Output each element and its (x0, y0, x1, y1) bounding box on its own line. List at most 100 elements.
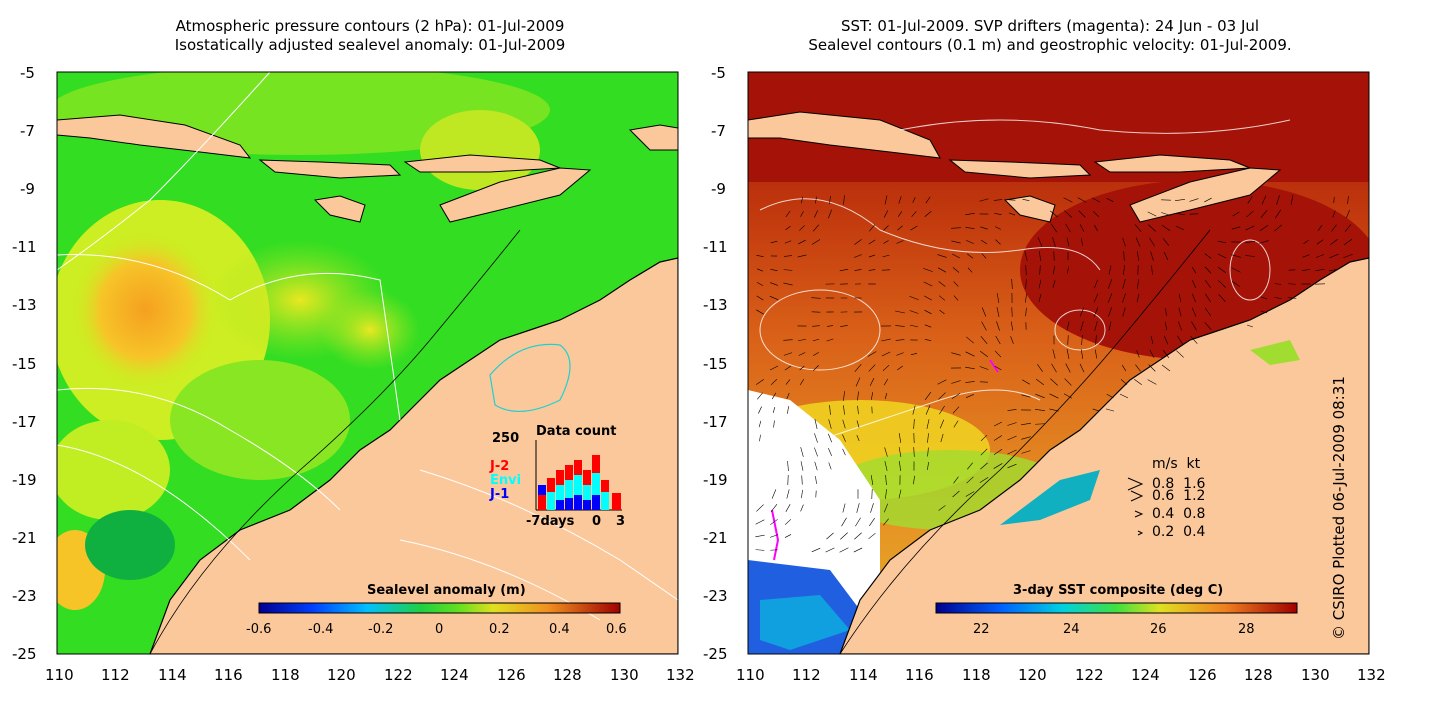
velocity-arrow (800, 196, 804, 204)
y-tick-label: -19 (703, 471, 728, 489)
x-tick-label: 110 (736, 666, 765, 684)
velocity-arrow (1079, 363, 1085, 373)
velocity-arrow (1290, 195, 1294, 205)
velocity-arrow (1148, 364, 1156, 372)
velocity-arrow (870, 503, 874, 513)
velocity-arrow (1120, 379, 1128, 385)
y-tick-label: -11 (703, 238, 728, 256)
velocity-arrow (1080, 321, 1084, 331)
velocity-arrow (787, 406, 789, 414)
y-tick-label: -21 (12, 529, 37, 547)
velocity-arrow (773, 420, 775, 428)
velocity-arrow (909, 295, 919, 301)
velocity-arrow (996, 293, 1000, 303)
sumba-island (313, 195, 366, 223)
velocity-arrow (881, 351, 891, 357)
inset-bar (601, 492, 609, 510)
velocity-arrow (938, 295, 946, 301)
velocity-arrow (1066, 349, 1070, 359)
velocity-arrow (868, 254, 876, 258)
velocity-arrow (1035, 423, 1045, 425)
sla-sw-yellow (57, 420, 170, 520)
velocity-arrow (1007, 435, 1017, 441)
velocity-arrow (1175, 213, 1185, 215)
velocity-arrow (1204, 307, 1212, 317)
velocity-arrow (815, 476, 817, 484)
velocity-arrow (769, 282, 779, 286)
sst-coastal-green (1250, 340, 1300, 365)
sla-yellow-blob-2 (320, 290, 420, 370)
velocity-arrow (1021, 436, 1031, 440)
velocity-arrow (1246, 210, 1254, 218)
velocity-arrow (1218, 280, 1226, 288)
velocity-arrow (868, 239, 876, 245)
x-tick-label: 118 (962, 666, 991, 684)
y-tick-label: -21 (703, 529, 728, 547)
sst-colorbar-label: 3-day SST composite (deg C) (1013, 583, 1223, 598)
velocity-arrow (755, 534, 765, 538)
velocity-arrow (1231, 254, 1241, 258)
y-tick-label: -13 (703, 296, 728, 314)
velocity-arrow (883, 378, 889, 386)
velocity-arrow (1204, 322, 1212, 330)
velocity-arrow (1108, 265, 1112, 275)
y-tick-label: -17 (12, 413, 37, 431)
sst-cool-patch (760, 595, 850, 650)
velocity-arrow (854, 269, 862, 271)
velocity-arrow (953, 295, 959, 301)
velocity-arrow (937, 254, 947, 258)
velocity-arrow (1011, 278, 1013, 290)
velocity-arrow (1204, 197, 1212, 203)
velocity-legend-row: 0.6 1.2 (1152, 488, 1205, 504)
velocity-arrow (979, 477, 989, 483)
velocity-arrow (1024, 251, 1028, 261)
velocity-arrow (785, 225, 791, 231)
velocity-arrow (786, 489, 790, 499)
velocity-arrow (981, 321, 987, 331)
velocity-arrow (993, 448, 1003, 456)
velocity-arrow (924, 309, 932, 315)
velocity-arrow (1204, 266, 1212, 274)
velocity-arrow (1010, 321, 1014, 331)
velocity-arrow (769, 534, 779, 538)
velocity-arrow (1217, 253, 1227, 259)
velocity-arrow (1021, 450, 1031, 454)
velocity-arrow (1094, 321, 1098, 331)
velocity-arrow (1038, 279, 1042, 289)
velocity-arrow (1007, 463, 1017, 469)
velocity-arrow (826, 338, 834, 342)
velocity-arrow (840, 325, 848, 327)
sealevel-contour (1229, 239, 1271, 301)
inset-legend-envi: Envi (490, 473, 521, 488)
velocity-arrow (967, 267, 973, 273)
velocity-arrow (1259, 240, 1269, 244)
left-y-axis: -5 -7 -9 -11 -13 -15 -17 -19 -21 -23 -25 (12, 64, 37, 663)
velocity-arrow (1260, 296, 1268, 300)
velocity-arrow (856, 435, 860, 441)
velocity-arrow (1177, 335, 1183, 345)
x-tick-label: 118 (271, 666, 300, 684)
inset-bar (547, 492, 555, 510)
velocity-arrow (1205, 293, 1211, 303)
velocity-arrow (841, 517, 847, 527)
velocity-arrow (911, 211, 917, 217)
velocity-arrow (799, 378, 805, 386)
velocity-legend-row: 0.2 0.4 (1152, 524, 1206, 540)
velocity-arrow (884, 195, 888, 205)
velocity-arrow (882, 364, 890, 372)
velocity-arrow (913, 419, 915, 429)
velocity-arrow (965, 351, 975, 357)
velocity-arrow (1178, 321, 1182, 331)
x-tick-label: 128 (553, 666, 582, 684)
x-tick-label: 132 (1357, 666, 1386, 684)
velocity-arrow (800, 211, 804, 217)
velocity-arrow (772, 407, 776, 413)
velocity-arrow (951, 240, 961, 244)
velocity-arrow (981, 253, 987, 259)
inset-bar (574, 495, 582, 510)
velocity-arrow (1035, 378, 1045, 386)
x-tick-label: 122 (1075, 666, 1104, 684)
inset-bar (612, 493, 621, 510)
velocity-arrow (1022, 198, 1030, 202)
velocity-arrow (967, 462, 973, 470)
